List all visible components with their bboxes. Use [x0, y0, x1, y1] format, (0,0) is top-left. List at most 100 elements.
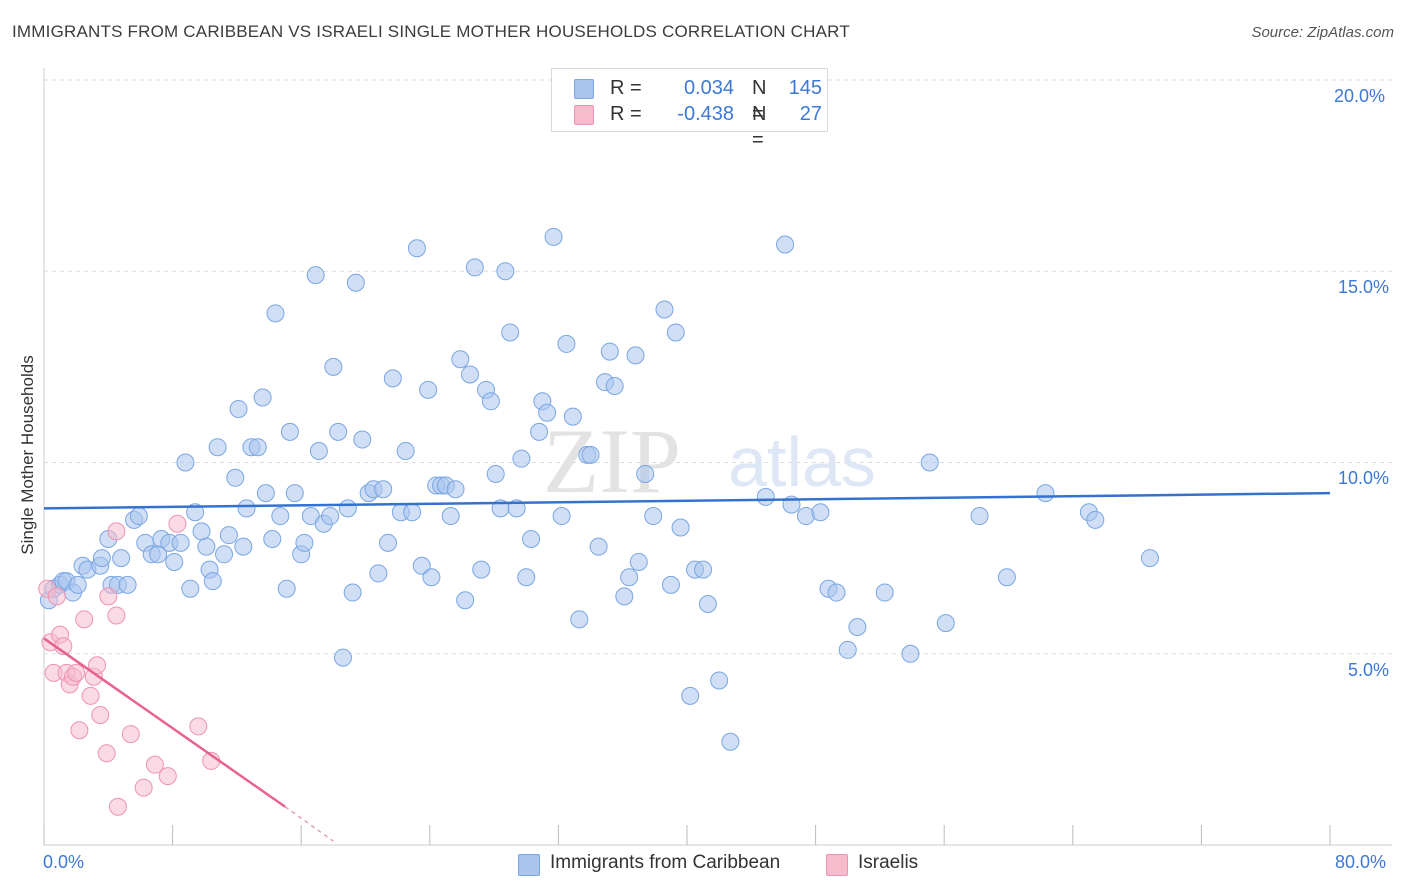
axes [43, 68, 1392, 846]
point-caribbean-43 [263, 530, 282, 548]
point-caribbean-91 [501, 323, 520, 342]
point-caribbean-46 [277, 579, 296, 598]
bottom-legend-swatch-caribbean [518, 854, 540, 876]
point-caribbean-44 [266, 304, 285, 323]
point-caribbean-83 [460, 365, 479, 384]
point-caribbean-120 [681, 686, 700, 705]
point-caribbean-25 [176, 453, 195, 472]
point-caribbean-117 [661, 575, 680, 594]
point-caribbean-110 [615, 587, 634, 606]
point-caribbean-28 [192, 522, 211, 541]
series-caribbean-points [39, 227, 1159, 751]
point-caribbean-73 [412, 556, 431, 575]
series-israelis-points [38, 514, 221, 816]
point-caribbean-123 [698, 595, 717, 614]
point-caribbean-68 [383, 369, 402, 388]
point-israelis-3 [47, 587, 66, 606]
y-tick-label-15: 15.0% [1338, 277, 1390, 297]
legend-n-label: N = [752, 77, 767, 125]
point-caribbean-15 [118, 575, 137, 594]
point-caribbean-101 [557, 334, 576, 353]
point-caribbean-92 [507, 499, 526, 518]
point-caribbean-40 [248, 438, 267, 457]
point-israelis-10 [70, 721, 89, 740]
y-tick-label-20: 20.0% [1334, 86, 1386, 106]
trend-lines [43, 491, 1331, 842]
bottom-legend-label-caribbean: Immigrants from Caribbean [550, 852, 781, 873]
point-caribbean-74 [419, 380, 438, 399]
point-caribbean-108 [600, 342, 619, 361]
point-caribbean-143 [1086, 510, 1105, 529]
point-caribbean-102 [563, 407, 582, 426]
point-caribbean-136 [901, 644, 920, 663]
point-caribbean-113 [629, 552, 648, 571]
point-caribbean-29 [197, 537, 216, 556]
point-caribbean-65 [369, 564, 388, 583]
point-caribbean-60 [343, 583, 362, 602]
point-caribbean-38 [237, 499, 256, 518]
point-israelis-12 [81, 686, 100, 705]
point-caribbean-42 [256, 484, 275, 503]
point-israelis-16 [97, 744, 116, 763]
watermark-atlas: atlas [728, 423, 876, 501]
point-caribbean-134 [848, 617, 867, 636]
point-caribbean-61 [346, 273, 365, 292]
legend-n-label: N = [752, 103, 767, 151]
legend-n-value: 145 [788, 77, 822, 99]
point-caribbean-87 [481, 392, 500, 411]
point-caribbean-59 [338, 499, 357, 518]
point-caribbean-90 [496, 262, 515, 281]
point-caribbean-14 [112, 549, 131, 568]
point-caribbean-126 [756, 487, 775, 506]
point-caribbean-138 [936, 614, 955, 633]
point-caribbean-144 [1140, 549, 1159, 568]
point-caribbean-112 [626, 346, 645, 365]
point-caribbean-111 [620, 568, 639, 587]
point-caribbean-57 [329, 422, 348, 441]
point-caribbean-114 [636, 464, 655, 483]
point-caribbean-109 [605, 377, 624, 395]
point-caribbean-124 [710, 671, 729, 690]
point-caribbean-88 [486, 464, 505, 483]
point-caribbean-130 [811, 503, 830, 522]
point-caribbean-106 [589, 537, 608, 556]
point-caribbean-93 [512, 449, 531, 468]
point-caribbean-48 [285, 484, 304, 503]
source-label: Source: ZipAtlas.com [1251, 24, 1394, 41]
legend-r-value: -0.438 [677, 103, 734, 125]
point-israelis-15 [91, 705, 110, 724]
legend-swatch-israelis [574, 105, 594, 125]
point-israelis-9 [67, 663, 86, 682]
trend-line-caribbean [43, 491, 1331, 510]
bottom-legend-label-israelis: Israelis [858, 852, 919, 873]
point-caribbean-36 [229, 399, 248, 418]
point-caribbean-50 [295, 533, 314, 552]
point-caribbean-80 [446, 480, 465, 499]
point-israelis-19 [107, 606, 126, 625]
point-caribbean-75 [422, 568, 441, 587]
legend-n-value: 27 [799, 103, 822, 125]
point-caribbean-140 [997, 568, 1016, 587]
point-caribbean-35 [226, 468, 245, 487]
point-caribbean-66 [374, 480, 393, 499]
y-axis-label: Single Mother Households [18, 355, 37, 555]
point-caribbean-98 [538, 403, 557, 422]
point-caribbean-96 [530, 422, 549, 441]
point-caribbean-125 [721, 732, 740, 751]
watermark: ZIP atlas [543, 410, 876, 512]
point-caribbean-67 [379, 533, 398, 552]
point-caribbean-34 [219, 526, 238, 545]
point-israelis-18 [108, 797, 127, 816]
point-caribbean-79 [441, 507, 460, 526]
y-tick-label-5: 5.0% [1348, 660, 1390, 680]
point-caribbean-55 [321, 507, 340, 526]
trend-line-israelis [43, 637, 286, 808]
point-caribbean-6 [68, 575, 87, 594]
point-caribbean-33 [215, 545, 234, 564]
point-caribbean-94 [517, 568, 536, 587]
point-israelis-27 [107, 522, 126, 541]
point-caribbean-32 [208, 438, 227, 457]
point-caribbean-132 [827, 583, 846, 602]
point-caribbean-71 [403, 503, 422, 522]
